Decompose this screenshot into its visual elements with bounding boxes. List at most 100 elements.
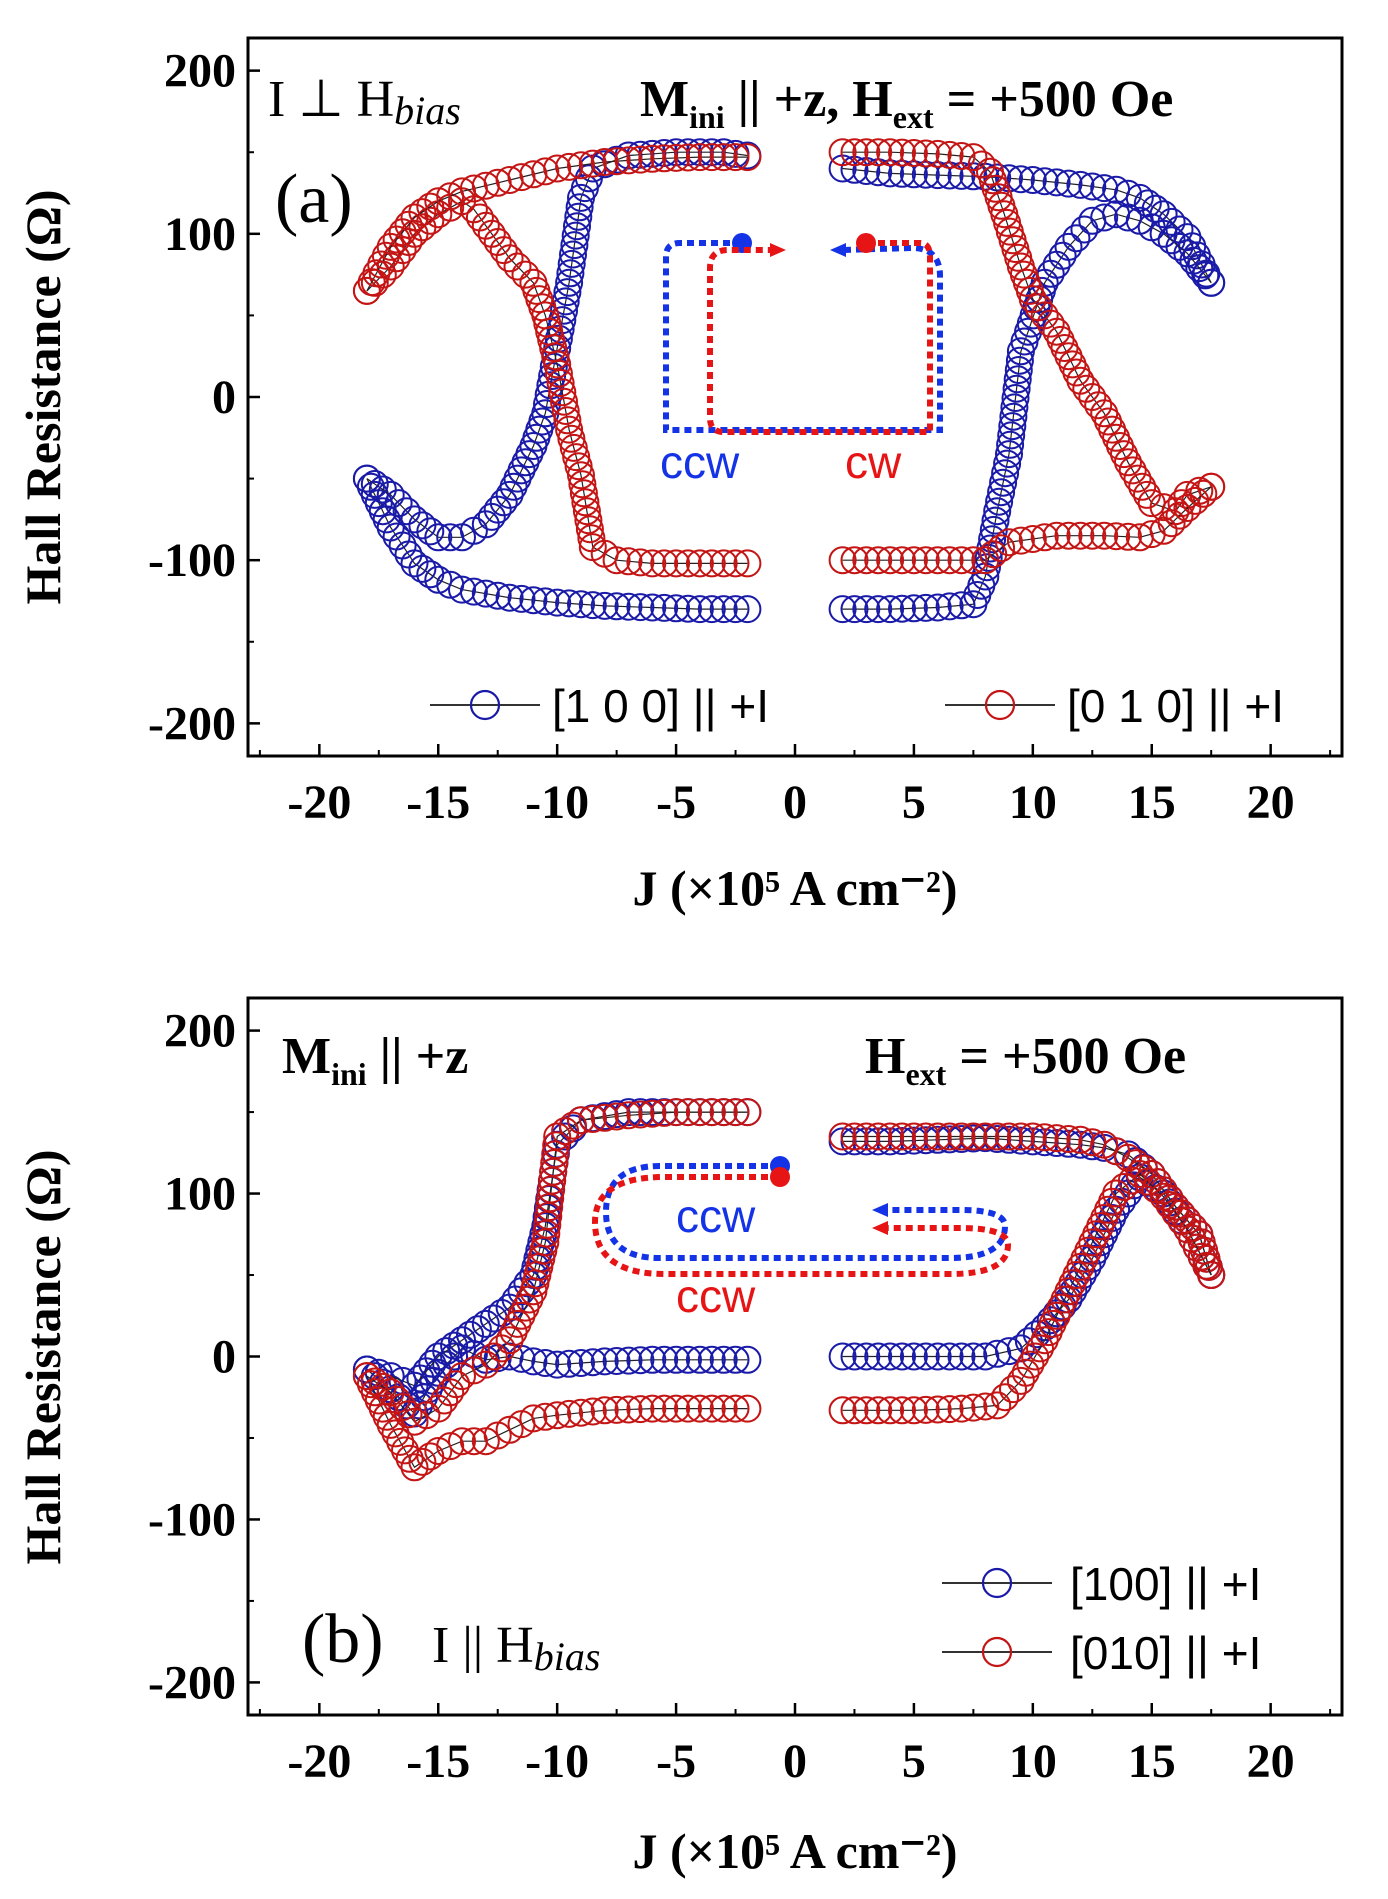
panel-a-data-point: [471, 579, 500, 608]
panel-b-data-point: [1149, 1182, 1178, 1211]
panel-a-data-point: [1181, 486, 1210, 515]
panel-a-conditions: Mini || +z, Hext = +500 Oe: [640, 71, 1173, 135]
panel-a-data-point: [1066, 521, 1095, 550]
panel-a-data-point: [548, 378, 577, 407]
panel-b-data-point: [440, 1331, 469, 1360]
panel-b-data-point: [840, 1122, 869, 1151]
panel-b-x-tick-label: -5: [656, 1735, 696, 1788]
panel-a-data-point: [578, 533, 607, 562]
panel-b-data-point: [626, 1395, 655, 1424]
panel-a-data-point: [1054, 521, 1083, 550]
panel-a-data-point: [981, 506, 1010, 535]
panel-b-data-point: [1078, 1128, 1107, 1157]
panel-b-data-point: [1030, 1123, 1059, 1152]
panel-b-legend-item-2: [010] || +I: [942, 1627, 1261, 1679]
panel-b-data-point: [650, 1345, 679, 1374]
panel-a-data-point: [503, 252, 532, 281]
panel-a-x-tick-label: 15: [1128, 776, 1176, 829]
panel-b-data-point: [959, 1342, 988, 1371]
panel-a-legend-item-1: [1 0 0] || +I: [430, 680, 769, 732]
panel-b-data-point: [543, 1401, 572, 1430]
panel-b-x-tick-label: -10: [525, 1735, 589, 1788]
panel-b-data-point: [1030, 1326, 1059, 1355]
panel-a-data-point: [562, 443, 591, 472]
panel-a-data-point: [543, 588, 572, 617]
panel-a-data-point: [1006, 165, 1035, 194]
panel-a-data-point: [352, 464, 381, 493]
legend-marker-icon: [981, 1636, 1013, 1668]
panel-a-data-point: [721, 549, 750, 578]
panel-a-series-1: [352, 138, 1226, 624]
panel-b-data-point: [440, 1342, 469, 1371]
panel-b-data-point: [395, 1444, 424, 1473]
panel-a-data-point: [1078, 206, 1107, 235]
panel-b-data-point: [471, 1427, 500, 1456]
panel-a-data-point: [709, 595, 738, 624]
panel-b-x-tick-label: -15: [406, 1735, 470, 1788]
panel-a-data-point: [376, 480, 405, 509]
panel-b-data-point: [899, 1342, 928, 1371]
panel-b-data-point: [709, 1394, 738, 1423]
panel-b-data-point: [864, 1342, 893, 1371]
panel-b-x-tick-label: 10: [1009, 1735, 1057, 1788]
panel-a-data-point: [1157, 226, 1186, 255]
panel-a-data-point: [709, 143, 738, 172]
panel-a-data-point: [1114, 179, 1142, 208]
panel-b-label: (b): [302, 1601, 384, 1678]
panel-b-data-point: [923, 1122, 952, 1151]
panel-b-data-point: [448, 1326, 476, 1355]
panel-a-data-point: [638, 144, 667, 173]
panel-b-data-point: [386, 1427, 415, 1456]
panel-b-data-point: [923, 1342, 952, 1371]
panel-b-data-point: [674, 1394, 702, 1423]
panel-a-data-point: [947, 591, 976, 620]
panel-b-data-point: [626, 1100, 655, 1129]
panel-b-y-axis-label: Hall Resistance (Ω): [15, 1150, 71, 1565]
panel-b-data-point: [1021, 1342, 1050, 1371]
panel-b-x-tick-label: 5: [902, 1735, 926, 1788]
panel-b-data-point: [471, 1350, 500, 1379]
panel-b-red-start-dot: [770, 1167, 790, 1187]
panel-a-data-point: [989, 468, 1018, 497]
panel-a-data-point: [1137, 520, 1166, 549]
panel-a-y-tick-label: -200: [148, 697, 236, 750]
panel-a-data-point: [1042, 521, 1071, 550]
panel-b-data-point: [864, 1122, 893, 1151]
panel-a-data-point: [626, 145, 655, 174]
panel-a-data-point: [1125, 523, 1154, 552]
panel-b-y-tick-label: 200: [164, 1005, 236, 1058]
panel-b-data-point: [888, 1122, 916, 1151]
panel-b-data-point: [382, 1385, 411, 1414]
panel-a-data-point: [662, 143, 691, 172]
panel-a-data-point: [1114, 203, 1142, 232]
panel-b-ccw-loop-red: [591, 1174, 1012, 1277]
panel-b-series-2: [352, 1098, 1226, 1482]
panel-b-data-point: [352, 1362, 381, 1391]
panel-b-data-point: [471, 1309, 500, 1338]
panel-a-data-point: [911, 160, 940, 189]
panel-a-y-tick-label: -100: [148, 534, 236, 587]
panel-a-data-point: [997, 421, 1026, 450]
panel-b-data-point: [590, 1396, 619, 1425]
panel-a-data-point: [602, 147, 631, 176]
panel-b-data-point: [840, 1342, 869, 1371]
panel-a-data-point: [967, 150, 996, 179]
panel-a-data-point: [733, 549, 762, 578]
panel-b-data-point: [463, 1315, 492, 1344]
panel-a-data-point: [978, 525, 1007, 554]
panel-b-data-point: [876, 1342, 905, 1371]
panel-a-data-point: [1114, 522, 1142, 551]
panel-a-data-point: [1078, 172, 1107, 201]
panel-a-data-point: [959, 546, 988, 575]
panel-b-data-point: [638, 1099, 667, 1128]
panel-a-data-point: [519, 586, 548, 615]
panel-a-data-point: [899, 139, 928, 167]
panel-a-legend-label-2: [0 1 0] || +I: [1067, 680, 1284, 732]
panel-a-data-point: [465, 203, 494, 232]
panel-a-x-tick-label: 10: [1009, 776, 1057, 829]
panel-a-data-point: [674, 143, 702, 172]
panel-b-data-point: [662, 1394, 691, 1423]
panel-b-y-tick-label: 0: [212, 1331, 236, 1384]
panel-a-data-point: [543, 154, 572, 183]
panel-a-data-point: [674, 549, 702, 578]
